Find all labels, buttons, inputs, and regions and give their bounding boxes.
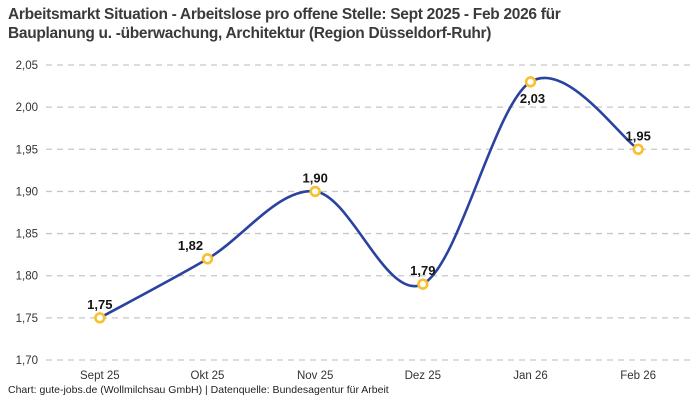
chart-title-line2: Bauplanung u. -überwachung, Architektur …: [8, 25, 492, 42]
data-point-label: 1,90: [303, 170, 328, 185]
data-point-marker: [632, 143, 644, 155]
y-tick-label: 1,85: [16, 229, 38, 241]
y-tick-label: 2,00: [16, 102, 38, 114]
y-tick-label: 1,75: [16, 313, 38, 325]
data-line: [98, 76, 640, 320]
x-tick-label: Nov 25: [297, 370, 333, 382]
x-tick-label: Jan 26: [513, 370, 548, 382]
data-point-marker: [201, 253, 214, 265]
chart-title: Arbeitsmarkt Situation - Arbeitslose pro…: [8, 5, 694, 43]
data-point-marker: [524, 76, 537, 88]
x-tick-label: Feb 26: [620, 370, 656, 382]
data-point-label: 1,79: [410, 263, 435, 278]
chart-title-line1: Arbeitsmarkt Situation - Arbeitslose pro…: [8, 6, 561, 23]
data-point-marker: [94, 312, 106, 324]
chart-footer: Chart: gute-jobs.de (Wollmilchsau GmbH) …: [8, 384, 389, 396]
y-tick-label: 1,90: [16, 186, 38, 198]
y-tick-label: 1,80: [16, 271, 38, 283]
y-tick-label: 2,05: [16, 60, 38, 72]
y-tick-label: 1,95: [16, 144, 38, 156]
data-point-marker: [417, 278, 429, 290]
x-tick-label: Dez 25: [405, 370, 441, 382]
data-point-marker: [309, 185, 321, 198]
data-point-label: 1,82: [178, 238, 203, 253]
x-tick-label: Okt 25: [191, 370, 225, 382]
data-point-label: 1,95: [626, 128, 651, 143]
data-point-label: 2,03: [520, 91, 545, 106]
data-point-label: 1,75: [87, 297, 112, 312]
x-tick-label: Sept 25: [80, 370, 120, 382]
y-tick-label: 1,70: [16, 355, 38, 367]
